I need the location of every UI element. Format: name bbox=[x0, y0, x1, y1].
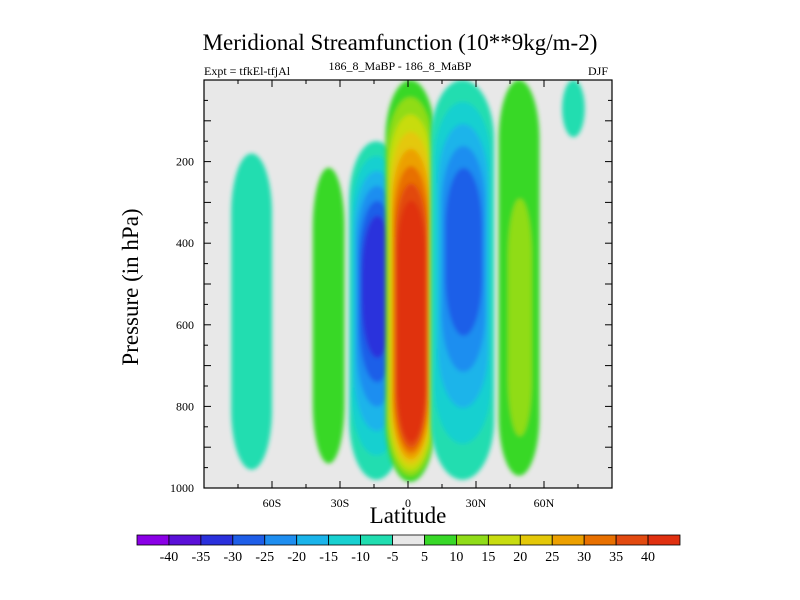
experiment-label: Expt = tfkEl-tfjAl bbox=[204, 64, 291, 78]
colorbar-swatch bbox=[424, 534, 457, 546]
x-tick-label: 0 bbox=[405, 496, 411, 510]
colorbar-level-label: -10 bbox=[351, 550, 370, 565]
contour-level bbox=[312, 167, 345, 464]
colorbar-swatch bbox=[456, 534, 489, 546]
x-tick-label: 60N bbox=[534, 496, 555, 510]
colorbar-swatch bbox=[583, 534, 617, 546]
colorbar-level-label: -30 bbox=[223, 550, 242, 565]
contour-level bbox=[508, 198, 532, 437]
x-tick-label: 30S bbox=[331, 496, 350, 510]
colorbar-level-label: -5 bbox=[387, 550, 399, 565]
colorbar-level-label: 5 bbox=[421, 550, 428, 565]
contour-region-equatorial-cell bbox=[385, 80, 436, 482]
x-axis-label: Latitude bbox=[369, 503, 447, 528]
x-tick-label: 60S bbox=[263, 496, 282, 510]
contour-level bbox=[445, 167, 483, 336]
contour-level bbox=[396, 200, 426, 442]
y-tick-label: 600 bbox=[176, 318, 194, 332]
contour-level bbox=[361, 215, 394, 358]
colorbar-swatch bbox=[647, 534, 681, 546]
colorbar-swatch bbox=[551, 534, 585, 546]
y-tick-label: 1000 bbox=[170, 481, 194, 495]
colorbar-swatch bbox=[200, 534, 234, 546]
runs-label: 186_8_MaBP - 186_8_MaBP bbox=[328, 59, 472, 73]
colorbar-level-label: 30 bbox=[577, 550, 591, 565]
colorbar-level-label: -40 bbox=[160, 550, 179, 565]
colorbar-swatch bbox=[264, 534, 298, 546]
contour-region-northern-hadley-cell bbox=[430, 80, 495, 480]
colorbar-level-label: 40 bbox=[641, 550, 655, 565]
colorbar-level-label: -35 bbox=[192, 550, 211, 565]
colorbar-swatch bbox=[296, 534, 330, 546]
contour-level bbox=[562, 80, 585, 138]
colorbar-swatch bbox=[519, 534, 553, 546]
colorbar-swatch bbox=[487, 534, 521, 546]
colorbar-swatch bbox=[360, 534, 393, 546]
colorbar-level-label: 25 bbox=[545, 550, 559, 565]
colorbar-swatch bbox=[328, 534, 361, 546]
colorbar-level-label: -25 bbox=[255, 550, 274, 565]
colorbar-level-label: -20 bbox=[287, 550, 306, 565]
colorbar-swatch bbox=[392, 534, 425, 546]
colorbar-swatch bbox=[136, 534, 170, 546]
contour-region-northern-midlatitude-cell bbox=[498, 80, 540, 476]
colorbar-level-label: -15 bbox=[319, 550, 338, 565]
colorbar-level-label: 15 bbox=[481, 550, 495, 565]
contour-region-northern-polar-cell bbox=[562, 80, 585, 138]
season-label: DJF bbox=[588, 64, 609, 78]
colorbar-level-label: 20 bbox=[513, 550, 527, 565]
x-tick-label: 30N bbox=[466, 496, 487, 510]
colorbar-level-label: 10 bbox=[449, 550, 463, 565]
colorbar-swatch bbox=[168, 534, 202, 546]
colorbar-level-label: 35 bbox=[609, 550, 623, 565]
y-tick-label: 200 bbox=[176, 155, 194, 169]
contour-region-southern-midlatitude-cell bbox=[312, 167, 345, 464]
y-tick-label: 800 bbox=[176, 399, 194, 413]
contour-level bbox=[231, 153, 272, 470]
contour-region-southern-high-latitude-cell bbox=[231, 153, 272, 470]
plot-title: Meridional Streamfunction (10**9kg/m-2) bbox=[202, 30, 598, 55]
y-tick-label: 400 bbox=[176, 236, 194, 250]
colorbar-swatch bbox=[615, 534, 649, 546]
y-axis-label: Pressure (in hPa) bbox=[118, 208, 143, 366]
colorbar-swatch bbox=[232, 534, 266, 546]
